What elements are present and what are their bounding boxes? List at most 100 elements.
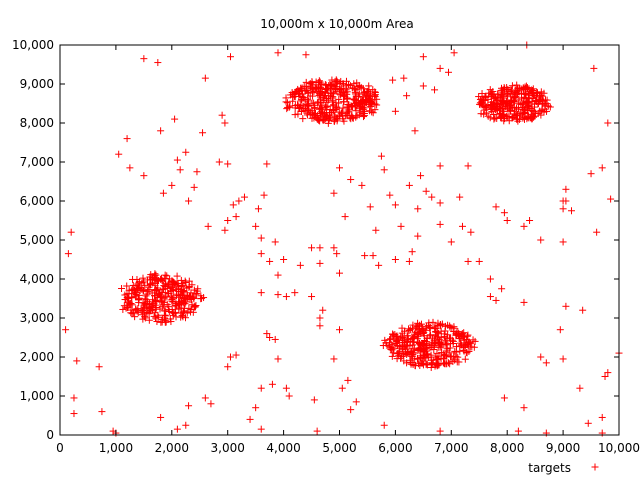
y-tick-label: 4,000 [20,272,54,286]
data-point [436,199,444,207]
data-point [134,295,142,303]
data-point [411,330,419,338]
data-point [487,91,495,99]
data-point [386,191,394,199]
x-tick-label: 10,000 [598,441,640,455]
data-point [520,298,528,306]
data-point [115,150,123,158]
x-tick-label: 7,000 [434,441,468,455]
data-point [451,356,459,364]
data-point [514,427,522,435]
data-point [316,244,324,252]
data-point [598,413,606,421]
data-point [282,94,290,102]
data-point [408,248,416,256]
data-point [160,285,168,293]
data-point [492,296,500,304]
data-point [159,301,167,309]
data-point [318,80,326,88]
data-point [403,359,411,367]
data-point [128,293,136,301]
data-point [371,89,379,97]
data-point [499,104,507,112]
data-point [408,352,416,360]
data-point [271,335,279,343]
data-point [296,261,304,269]
data-point [500,394,508,402]
data-point [363,87,371,95]
data-point [417,328,425,336]
data-point [297,97,305,105]
data-point [405,326,413,334]
data-point [330,90,338,98]
data-point [313,427,321,435]
data-point [380,166,388,174]
data-point [143,309,151,317]
data-point [448,324,456,332]
data-point [436,64,444,72]
y-tick-label: 5,000 [20,233,54,247]
data-point [576,384,584,392]
data-point [341,89,349,97]
data-point [326,114,334,122]
data-point [451,347,459,355]
data-point [176,166,184,174]
data-point [543,100,551,108]
data-point [437,334,445,342]
data-point [486,293,494,301]
data-point [446,353,454,361]
data-point [352,398,360,406]
data-point [128,285,136,293]
data-point [127,306,135,314]
data-point [400,74,408,82]
legend-label: targets [528,461,571,475]
data-point [366,203,374,211]
data-point [132,288,140,296]
data-point [355,111,363,119]
data-point [274,355,282,363]
data-point [150,312,158,320]
data-point [593,228,601,236]
data-point [232,351,240,359]
data-point [134,284,142,292]
data-point [155,313,163,321]
data-point [426,343,434,351]
data-point [274,271,282,279]
data-point [140,55,148,63]
data-point [317,85,325,93]
data-point [428,338,436,346]
data-point [431,323,439,331]
data-point [125,286,133,294]
data-point [584,419,592,427]
data-point [330,189,338,197]
data-point [348,102,356,110]
data-point [419,361,427,369]
data-point [357,83,365,91]
data-point [180,287,188,295]
data-point [183,293,191,301]
data-point [169,308,177,316]
data-point [532,93,540,101]
data-point [416,361,424,369]
data-point [359,106,367,114]
data-point [389,76,397,84]
data-points [62,41,623,437]
data-point [263,330,271,338]
data-point [257,425,265,433]
data-point [491,114,499,122]
data-point [475,257,483,265]
data-point [177,313,185,321]
data-point [173,425,181,433]
data-point [316,117,324,125]
data-point [300,94,308,102]
data-point [302,82,310,90]
data-point [444,331,452,339]
data-point [204,222,212,230]
data-point [436,427,444,435]
data-point [282,293,290,301]
data-point [330,355,338,363]
data-point [218,111,226,119]
data-point [405,257,413,265]
data-point [145,316,153,324]
data-point [221,119,229,127]
